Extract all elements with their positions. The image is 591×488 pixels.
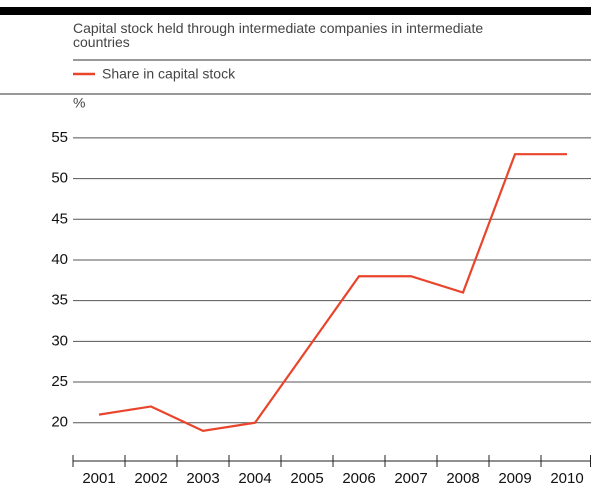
chart-title: Capital stock held through intermediate … bbox=[73, 21, 484, 50]
x-tick-label: 2010 bbox=[550, 470, 583, 487]
y-tick-label: 20 bbox=[51, 414, 68, 431]
x-tick-label: 2005 bbox=[290, 470, 323, 487]
x-tick-label: 2004 bbox=[238, 470, 271, 487]
y-unit: % bbox=[73, 95, 85, 111]
legend-label: Share in capital stock bbox=[102, 66, 236, 82]
data-line bbox=[98, 153, 567, 433]
y-tick-label: 45 bbox=[51, 210, 68, 227]
y-tick-label: 50 bbox=[51, 170, 68, 187]
y-tick-label: 40 bbox=[51, 251, 68, 268]
x-tick-label: 2001 bbox=[82, 470, 115, 487]
x-tick-label: 2006 bbox=[342, 470, 375, 487]
x-tick-label: 2009 bbox=[498, 470, 531, 487]
title-box: Capital stock held through intermediate … bbox=[73, 21, 484, 50]
y-tick-label: 55 bbox=[51, 129, 68, 146]
y-tick-label: 25 bbox=[51, 373, 68, 390]
x-tick-label: 2003 bbox=[186, 470, 219, 487]
y-tick-label: 35 bbox=[51, 292, 68, 309]
y-tick-label: 30 bbox=[51, 332, 68, 349]
x-tick-label: 2002 bbox=[134, 470, 167, 487]
x-tick-label: 2008 bbox=[446, 470, 479, 487]
x-tick-label: 2007 bbox=[394, 470, 427, 487]
top-bar bbox=[0, 7, 591, 15]
